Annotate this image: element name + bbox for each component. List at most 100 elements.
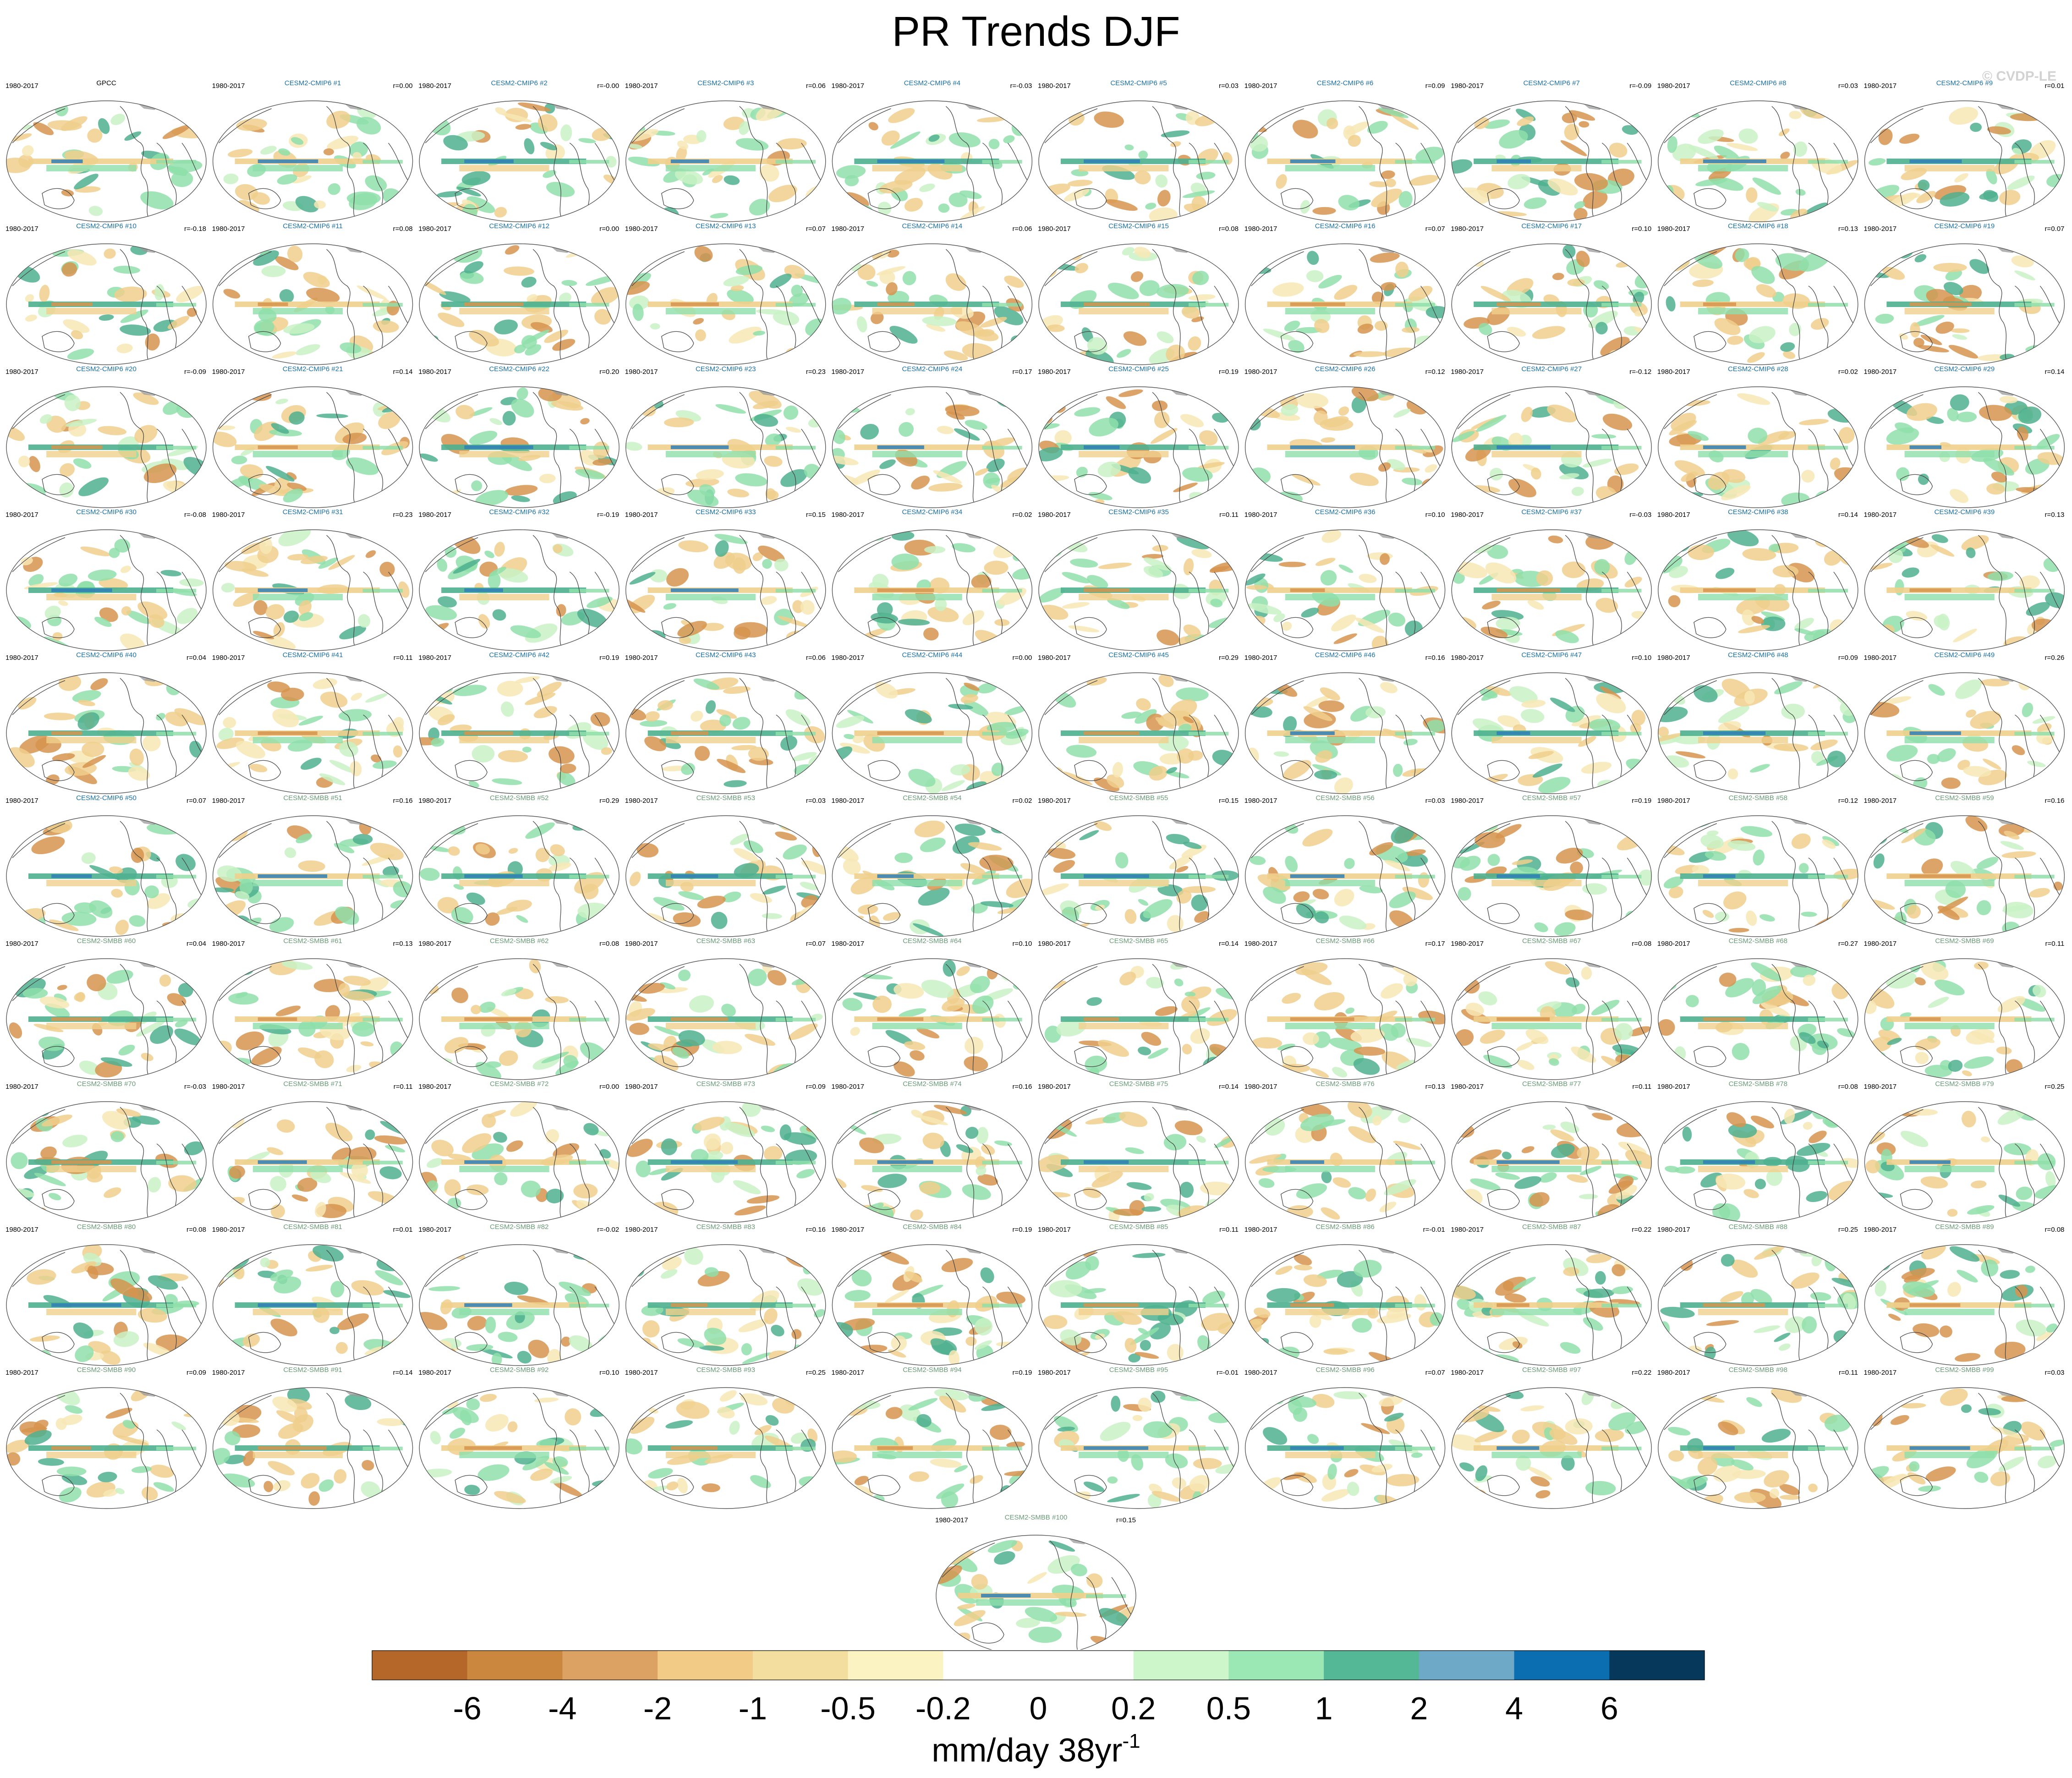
map-outline xyxy=(6,672,207,794)
panel-r-value: r=0.10 xyxy=(1012,940,1032,948)
map-panel: 1980-2017 CESM2-SMBB #73 r=0.09 xyxy=(625,1080,826,1223)
panel-period: 1980-2017 xyxy=(831,511,864,519)
panel-title: CESM2-SMBB #77 xyxy=(1522,1080,1581,1088)
panel-r-value: r=0.00 xyxy=(599,1083,619,1091)
panel-period: 1980-2017 xyxy=(1864,797,1897,805)
map-outline xyxy=(832,1387,1033,1509)
colorbar-swatch xyxy=(1514,1651,1610,1680)
panel-r-value: r=0.16 xyxy=(393,797,413,805)
map-outline xyxy=(6,1101,207,1223)
panel-r-value: r=0.11 xyxy=(1839,1369,1858,1377)
map-outline xyxy=(419,1387,619,1509)
map-panel: 1980-2017 CESM2-SMBB #80 r=0.08 xyxy=(5,1223,207,1366)
panel-period: 1980-2017 xyxy=(1038,1083,1071,1091)
map-outline xyxy=(832,1244,1033,1366)
map-outline xyxy=(212,386,413,508)
panel-r-value: r=0.15 xyxy=(806,511,826,519)
panel-period: 1980-2017 xyxy=(625,82,658,90)
panel-title: CESM2-SMBB #80 xyxy=(77,1223,136,1231)
panel-title: CESM2-SMBB #62 xyxy=(490,937,548,945)
panel-title: CESM2-SMBB #84 xyxy=(903,1223,961,1231)
panel-period: 1980-2017 xyxy=(1451,1226,1484,1234)
panel-period: 1980-2017 xyxy=(418,368,451,376)
panel-title: CESM2-CMIP6 #13 xyxy=(696,222,756,230)
panel-r-value: r=0.16 xyxy=(1425,654,1445,662)
panel-title: CESM2-CMIP6 #22 xyxy=(489,365,549,373)
panel-title: CESM2-SMBB #87 xyxy=(1522,1223,1581,1231)
panel-period: 1980-2017 xyxy=(418,82,451,90)
panel-r-value: r=0.03 xyxy=(1425,797,1445,805)
panel-period: 1980-2017 xyxy=(831,1083,864,1091)
map-panel: 1980-2017 CESM2-CMIP6 #3 r=0.06 xyxy=(625,79,826,222)
panel-period: 1980-2017 xyxy=(831,82,864,90)
map-outline xyxy=(1864,386,2065,508)
map-panel: 1980-2017 CESM2-SMBB #74 r=0.16 xyxy=(831,1080,1033,1223)
panel-title: CESM2-SMBB #86 xyxy=(1316,1223,1374,1231)
panel-r-value: r=0.20 xyxy=(599,368,619,376)
panel-title: CESM2-CMIP6 #27 xyxy=(1521,365,1582,373)
panel-period: 1980-2017 xyxy=(1038,82,1071,90)
map-panel: 1980-2017 CESM2-SMBB #89 r=0.08 xyxy=(1864,1223,2065,1366)
panel-r-value: r=0.02 xyxy=(1012,511,1032,519)
panel-r-value: r=0.16 xyxy=(2045,797,2064,805)
map-outline xyxy=(1451,1244,1652,1366)
panel-period: 1980-2017 xyxy=(1244,82,1277,90)
panel-title: CESM2-CMIP6 #45 xyxy=(1108,651,1169,659)
panel-title: CESM2-SMBB #78 xyxy=(1729,1080,1787,1088)
panel-title: CESM2-CMIP6 #44 xyxy=(902,651,963,659)
panel-title: CESM2-CMIP6 #42 xyxy=(489,651,549,659)
map-outline xyxy=(832,243,1033,365)
map-outline xyxy=(1658,672,1858,794)
map-panel: 1980-2017 CESM2-CMIP6 #29 r=0.14 xyxy=(1864,365,2065,508)
colorbar-swatch xyxy=(372,1651,468,1680)
panel-r-value: r=0.13 xyxy=(2045,511,2064,519)
map-outline xyxy=(1038,815,1239,937)
map-panel: 1980-2017 CESM2-SMBB #92 r=0.10 xyxy=(418,1366,619,1509)
panel-period: 1980-2017 xyxy=(1657,511,1690,519)
panel-title: CESM2-SMBB #98 xyxy=(1729,1366,1787,1374)
panel-r-value: r=0.25 xyxy=(806,1369,826,1377)
panel-r-value: r=0.25 xyxy=(2045,1083,2064,1091)
panel-title: CESM2-SMBB #57 xyxy=(1522,794,1581,802)
map-outline xyxy=(1864,958,2065,1080)
panel-title: CESM2-SMBB #61 xyxy=(283,937,342,945)
panel-title: CESM2-SMBB #99 xyxy=(1935,1366,1994,1374)
map-outline xyxy=(6,100,207,222)
map-panel: 1980-2017 CESM2-SMBB #68 r=0.27 xyxy=(1657,937,1858,1080)
colorbar-units: mm/day 38yr-1 xyxy=(0,1722,2072,1770)
map-outline xyxy=(832,386,1033,508)
map-panel: 1980-2017 CESM2-CMIP6 #10 r=-0.18 xyxy=(5,222,207,365)
panel-r-value: r=0.14 xyxy=(1838,511,1858,519)
panel-period: 1980-2017 xyxy=(1657,1226,1690,1234)
map-panel: 1980-2017 CESM2-SMBB #67 r=0.08 xyxy=(1451,937,1652,1080)
panel-title: CESM2-CMIP6 #11 xyxy=(283,222,343,230)
panel-period: 1980-2017 xyxy=(1657,225,1690,233)
panel-period: 1980-2017 xyxy=(935,1516,968,1524)
colorbar-units-text: mm/day 38yr xyxy=(932,1732,1123,1769)
map-outline xyxy=(1658,1101,1858,1223)
panel-r-value: r=0.16 xyxy=(1012,1083,1032,1091)
map-panel: 1980-2017 CESM2-CMIP6 #16 r=0.07 xyxy=(1244,222,1446,365)
map-outline xyxy=(419,100,619,222)
colorbar-tick-label: -4 xyxy=(548,1690,576,1726)
panel-title: CESM2-SMBB #95 xyxy=(1109,1366,1168,1374)
map-panel: 1980-2017 CESM2-SMBB #60 r=0.04 xyxy=(5,937,207,1080)
map-panel: 1980-2017 CESM2-SMBB #58 r=0.12 xyxy=(1657,794,1858,937)
panel-r-value: r=-0.02 xyxy=(597,1226,619,1234)
map-panel: 1980-2017 CESM2-SMBB #54 r=0.02 xyxy=(831,794,1033,937)
map-panel: 1980-2017 CESM2-CMIP6 #12 r=0.00 xyxy=(418,222,619,365)
colorbar-tick-label: -1 xyxy=(739,1690,767,1726)
panel-period: 1980-2017 xyxy=(212,511,245,519)
map-outline xyxy=(1451,672,1652,794)
panel-r-value: r=0.12 xyxy=(1838,797,1858,805)
panel-title: CESM2-CMIP6 #26 xyxy=(1315,365,1376,373)
panel-period: 1980-2017 xyxy=(625,797,658,805)
panel-r-value: r=-0.03 xyxy=(1010,82,1032,90)
panel-period: 1980-2017 xyxy=(1038,368,1071,376)
panel-r-value: r=0.11 xyxy=(1219,511,1239,519)
panel-r-value: r=0.15 xyxy=(1116,1516,1136,1524)
map-outline xyxy=(1244,958,1446,1080)
panel-period: 1980-2017 xyxy=(625,225,658,233)
map-panels-grid: 1980-2017 GPCC 1980-2017 CESM2-CMIP6 #1 r=0.… xyxy=(5,79,2065,1650)
panel-title: CESM2-SMBB #94 xyxy=(903,1366,961,1374)
